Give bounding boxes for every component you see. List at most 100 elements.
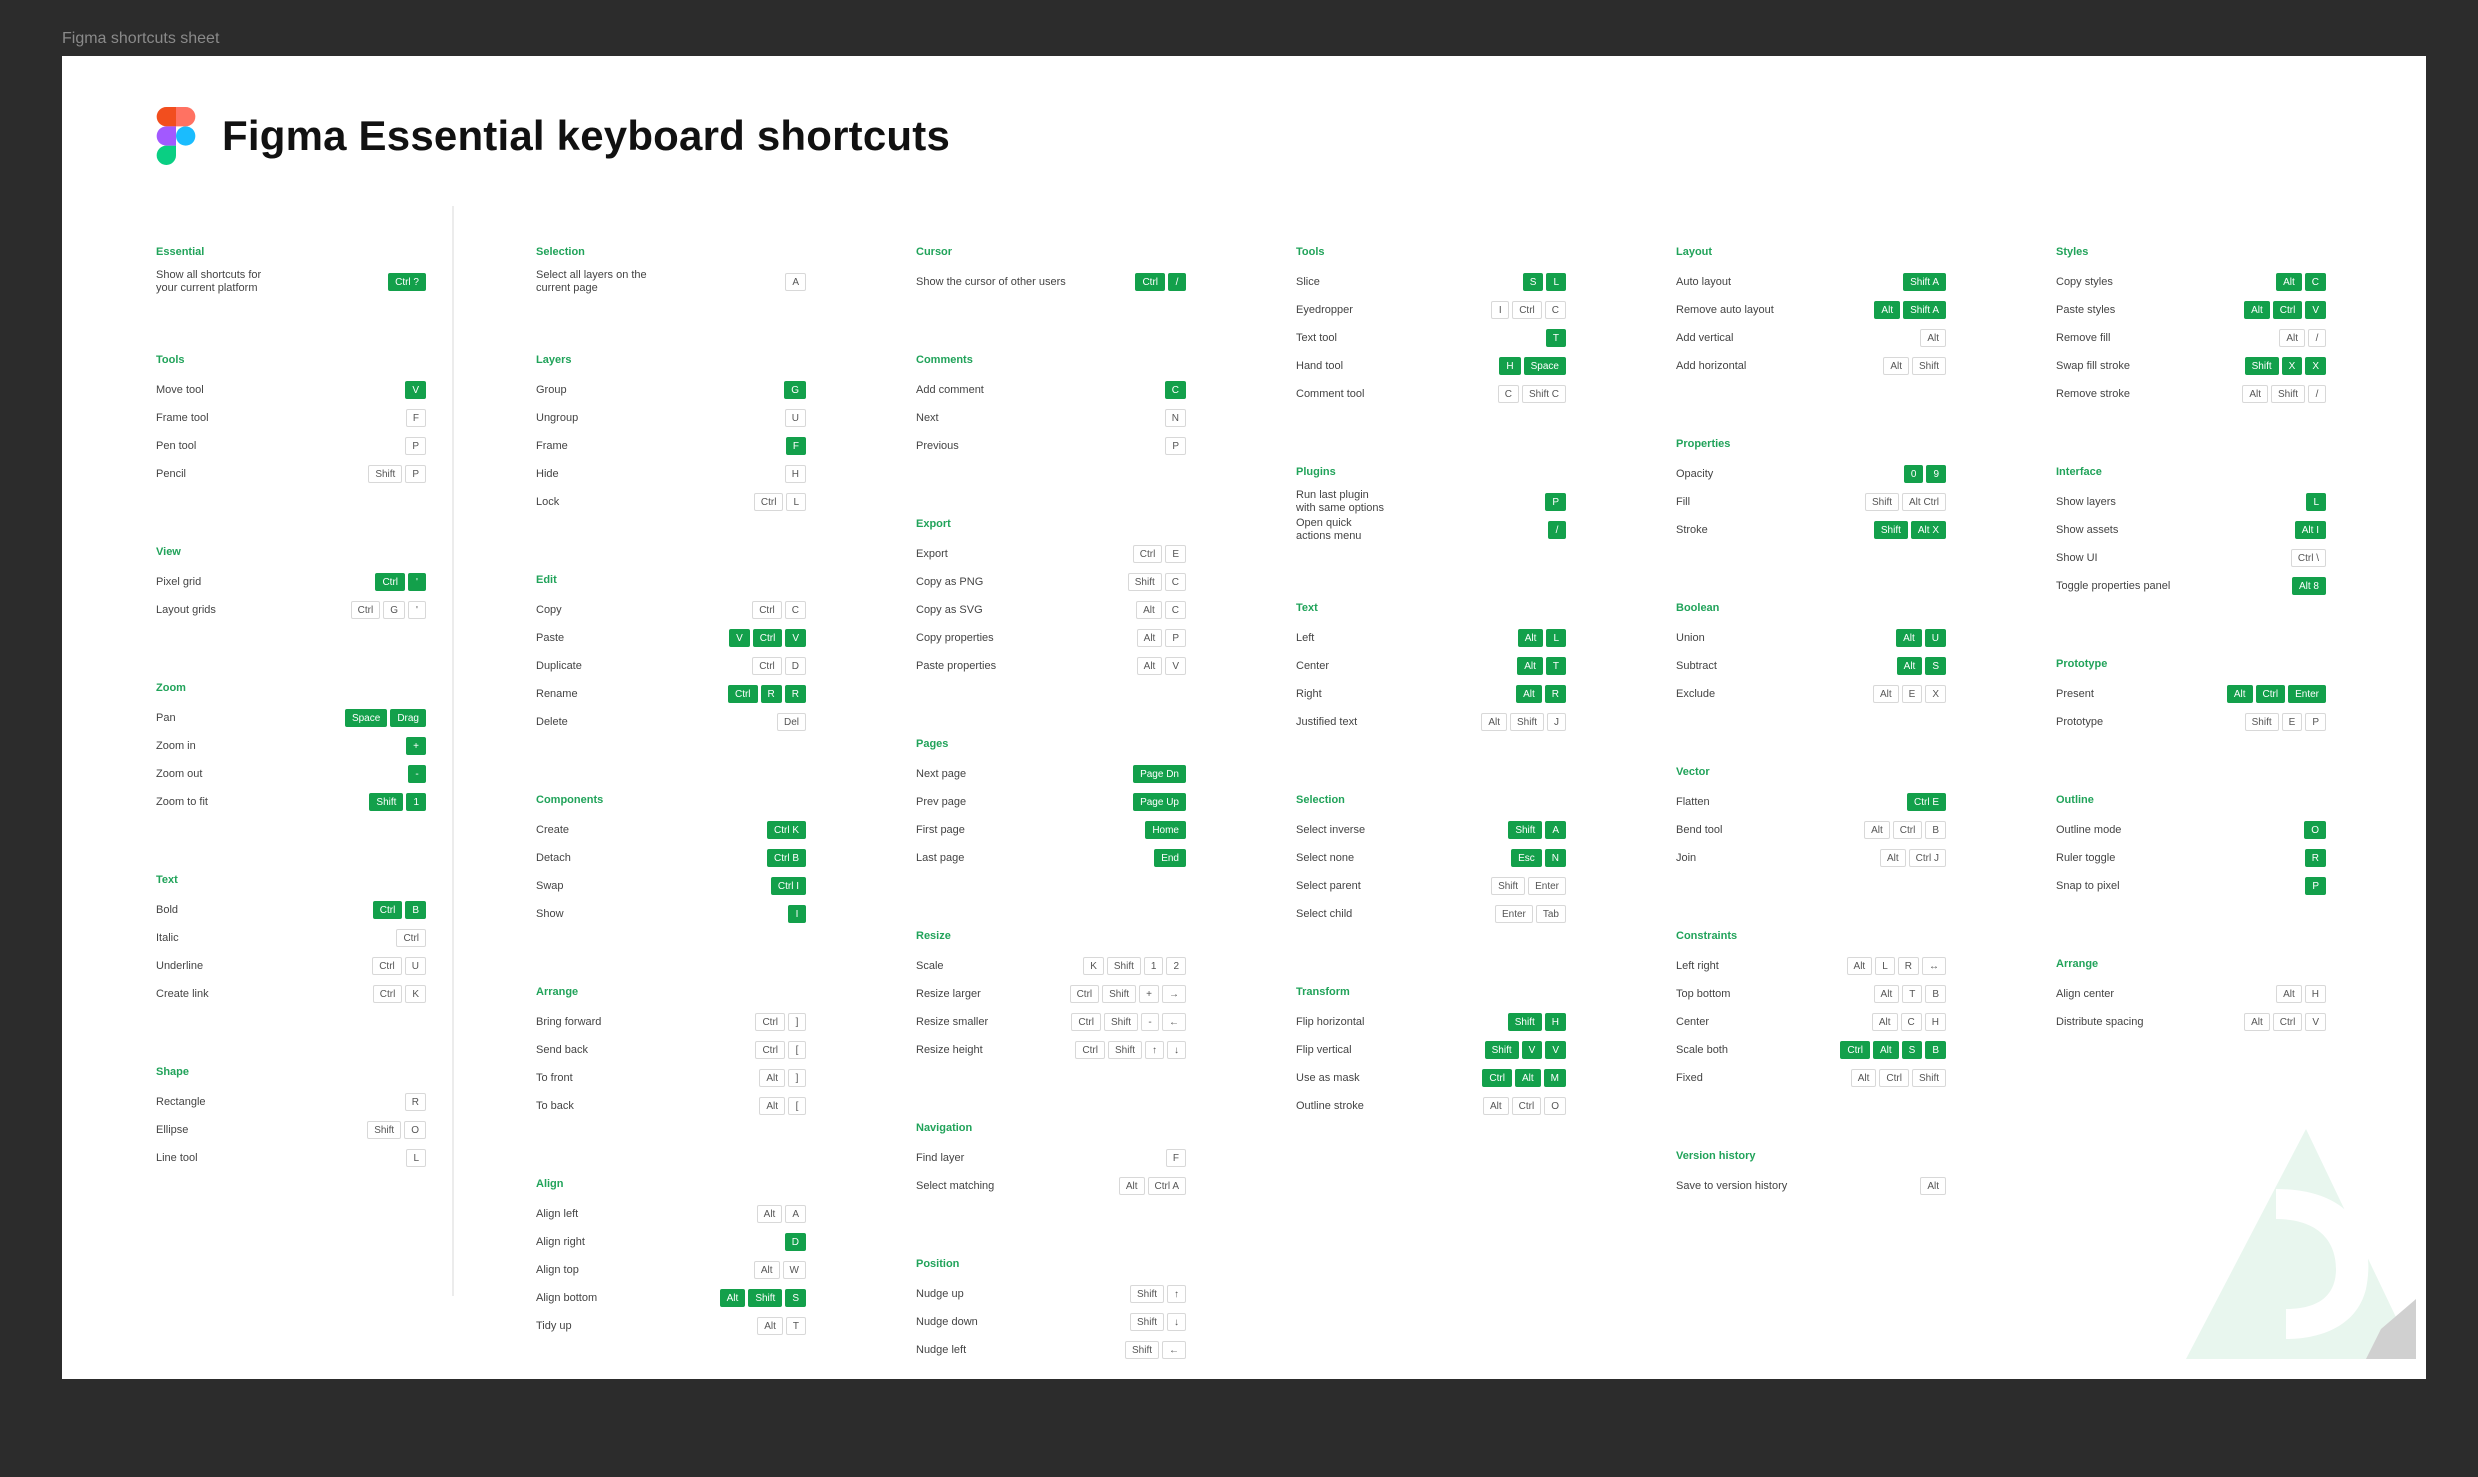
shortcut-action-label: Outline stroke <box>1296 1099 1364 1112</box>
shortcut-action-label: Move tool <box>156 383 204 396</box>
frame-label: Figma shortcuts sheet <box>62 30 220 47</box>
key-cap: Ctrl <box>1482 1069 1512 1087</box>
key-cap: L <box>406 1149 426 1167</box>
shortcut-row: Lock Ctrl L <box>536 488 806 516</box>
section-title: Edit <box>536 574 557 586</box>
section-selection: Selection Select all layers on the curren… <box>536 246 806 296</box>
key-cap: V <box>2305 301 2326 319</box>
key-combination: C <box>1164 381 1186 399</box>
key-combination: Alt C <box>1136 601 1186 619</box>
shortcut-row: Swap Ctrl I <box>536 872 806 900</box>
shortcut-action-label: Align right <box>536 1235 585 1248</box>
key-combination: Ctrl G ' <box>350 601 426 619</box>
shortcut-row: Swap fill stroke Shift X X <box>2056 352 2326 380</box>
key-cap: 1 <box>1143 957 1164 975</box>
shortcut-action-label: Use as mask <box>1296 1071 1360 1084</box>
key-combination: Shift A <box>1903 273 1946 291</box>
key-cap: Drag <box>390 709 426 727</box>
key-cap: J <box>1547 713 1566 731</box>
shortcut-row: Bring forward Ctrl] <box>536 1008 806 1036</box>
shortcut-action-label: Remove auto layout <box>1676 303 1774 316</box>
shortcut-row: Select matching Alt Ctrl A <box>916 1172 1186 1200</box>
key-combination: Shift H <box>1507 1013 1566 1031</box>
shortcut-column: Cursor Show the cursor of other users Ctrl… <box>916 246 1186 1379</box>
shortcut-action-label: Copy as PNG <box>916 575 984 588</box>
section-navigation: Navigation Find layer F Select matching Alt C… <box>916 1122 1186 1200</box>
shortcut-action-label: Join <box>1676 851 1697 864</box>
key-cap: Space <box>1523 357 1566 375</box>
key-combination: Alt Ctrl A <box>1118 1177 1186 1195</box>
key-combination: Ctrl R R <box>727 685 806 703</box>
key-cap: T <box>1902 985 1923 1003</box>
key-combination: Alt Shift / <box>2242 385 2326 403</box>
shortcut-action-label: Bend tool <box>1676 823 1723 836</box>
key-cap: A <box>785 273 806 291</box>
shortcut-row: Select parent Shift Enter <box>1296 872 1566 900</box>
shortcut-action-label: Resize larger <box>916 987 981 1000</box>
key-cap: Enter <box>2288 685 2326 703</box>
section-title: Constraints <box>1676 930 1738 942</box>
shortcut-row: Detach Ctrl B <box>536 844 806 872</box>
key-cap: H <box>784 465 806 483</box>
section-title: Arrange <box>536 986 579 998</box>
section-vector: Vector Flatten Ctrl E Bend tool Alt Ctrl B Join… <box>1676 766 1946 872</box>
key-cap: U <box>784 409 806 427</box>
key-cap: C <box>1164 573 1186 591</box>
key-cap: Ctrl <box>1071 1013 1101 1031</box>
shortcut-row: Justified text Alt Shift J <box>1296 708 1566 736</box>
key-combination: Alt A <box>756 1205 806 1223</box>
shortcut-row: Eyedropper I Ctrl C <box>1296 296 1566 324</box>
shortcut-row: Pan Space Drag <box>156 704 426 732</box>
key-cap: Ctrl <box>1512 301 1542 319</box>
key-combination: Space Drag <box>344 709 426 727</box>
key-combination: V Ctrl V <box>729 629 806 647</box>
shortcut-action-label: Exclude <box>1676 687 1716 700</box>
shortcut-row: Snap to pixel P <box>2056 872 2326 900</box>
shortcut-action-label: Last page <box>916 851 965 864</box>
key-combination: Alt Shift <box>1883 357 1946 375</box>
shortcut-action-label: Show <box>536 907 564 920</box>
section-arrange: Arrange Align center Alt H Distribute spacin… <box>2056 958 2326 1036</box>
shortcut-action-label: Prev page <box>916 795 967 808</box>
key-cap: Space <box>344 709 388 727</box>
shortcut-action-label: Create <box>536 823 570 836</box>
key-cap: Ctrl <box>755 1013 785 1031</box>
shortcut-row: Scale both Ctrl Alt S B <box>1676 1036 1946 1064</box>
key-combination: A <box>785 273 806 291</box>
key-cap: Enter <box>1494 905 1533 923</box>
shortcut-row: Center Alt T <box>1296 652 1566 680</box>
key-combination: Alt C H <box>1871 1013 1946 1031</box>
section-title: Comments <box>916 354 973 366</box>
key-cap: Shift <box>1129 1313 1164 1331</box>
key-combination: Shift E P <box>2244 713 2326 731</box>
shortcut-row: Nudge down Shift ↓ <box>916 1308 1186 1336</box>
key-cap: R <box>760 685 782 703</box>
shortcut-action-label: Subtract <box>1676 659 1717 672</box>
key-cap: B <box>1925 1041 1946 1059</box>
key-cap: V <box>1545 1041 1566 1059</box>
shortcut-row: Italic Ctrl <box>156 924 426 952</box>
section-title: Layout <box>1676 246 1713 258</box>
shortcut-row: Group G <box>536 376 806 404</box>
shortcut-row: Pencil Shift P <box>156 460 426 488</box>
shortcut-action-label: Toggle properties panel <box>2056 579 2171 592</box>
section-title: Vector <box>1676 766 1710 778</box>
shortcut-row: Delete Del <box>536 708 806 736</box>
shortcut-row: Create Ctrl K <box>536 816 806 844</box>
shortcut-action-label: Stroke <box>1676 523 1708 536</box>
shortcut-row: Auto layout Shift A <box>1676 268 1946 296</box>
section-view: View Pixel grid Ctrl ' Layout grids Ctrl G ' <box>156 546 426 624</box>
key-cap: Alt <box>2244 301 2270 319</box>
shortcut-row: Add horizontal Alt Shift <box>1676 352 1946 380</box>
key-combination: Alt / <box>2279 329 2326 347</box>
key-cap: F <box>785 437 806 455</box>
shortcut-action-label: Swap <box>536 879 564 892</box>
shortcut-column: Selection Select all layers on the curren… <box>536 246 806 1379</box>
shortcut-row: Tidy up Alt T <box>536 1312 806 1340</box>
key-cap: G <box>383 601 405 619</box>
key-combination: Alt <box>1920 1177 1946 1195</box>
shortcut-action-label: Copy <box>536 603 562 616</box>
key-combination: Ctrl / <box>1135 273 1186 291</box>
key-cap: Ctrl <box>753 493 784 511</box>
section-title: Essential <box>156 246 205 258</box>
